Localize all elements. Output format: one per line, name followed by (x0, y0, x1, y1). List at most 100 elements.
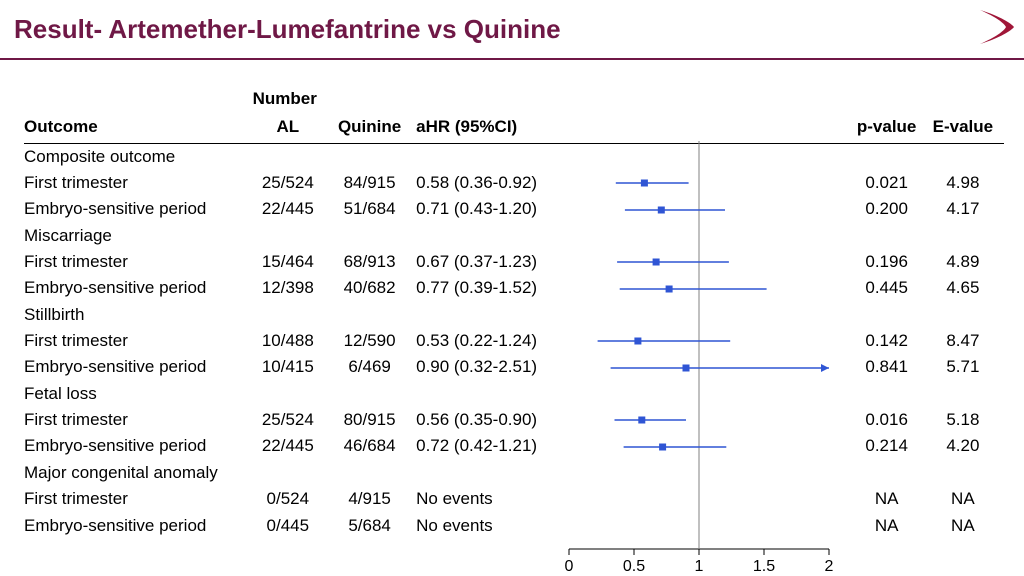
row-al: 25/524 (253, 170, 329, 196)
row-label: First trimester (24, 486, 253, 512)
svg-text:0: 0 (564, 558, 573, 575)
table-row: First trimester15/46468/9130.67 (0.37-1.… (24, 249, 1004, 275)
row-quinine: 51/684 (329, 196, 416, 222)
axis-row: 00.511.52AL is betterQuinine is better (24, 539, 1004, 576)
row-ahr: 0.53 (0.22-1.24) (416, 328, 568, 354)
row-evalue: 4.89 (928, 249, 1004, 275)
table-row: First trimester25/52484/9150.58 (0.36-0.… (24, 170, 1004, 196)
row-plot (569, 407, 852, 433)
row-label: Embryo-sensitive period (24, 196, 253, 222)
row-pvalue: NA (852, 486, 928, 512)
row-quinine: 40/682 (329, 275, 416, 301)
page-title: Result- Artemether-Lumefantrine vs Quini… (14, 14, 561, 45)
col-evalue: E-value (928, 114, 1004, 143)
header-row-super: Number (24, 86, 1004, 114)
table-row: First trimester10/48812/5900.53 (0.22-1.… (24, 328, 1004, 354)
table-row: Embryo-sensitive period12/39840/6820.77 … (24, 275, 1004, 301)
group-label: Major congenital anomaly (24, 460, 253, 486)
row-label: First trimester (24, 170, 253, 196)
group-row: Fetal loss (24, 381, 1004, 407)
svg-text:1: 1 (694, 558, 703, 575)
row-quinine: 80/915 (329, 407, 416, 433)
row-plot (569, 328, 852, 354)
row-label: Embryo-sensitive period (24, 354, 253, 380)
row-quinine: 12/590 (329, 328, 416, 354)
group-row: Stillbirth (24, 302, 1004, 328)
row-al: 0/524 (253, 486, 329, 512)
forest-axis: 00.511.52AL is betterQuinine is better (569, 541, 829, 576)
row-pvalue: 0.445 (852, 275, 928, 301)
table-row: Embryo-sensitive period0/4455/684No even… (24, 513, 1004, 539)
row-ahr: 0.58 (0.36-0.92) (416, 170, 568, 196)
row-plot (569, 354, 852, 380)
group-label: Composite outcome (24, 144, 253, 170)
row-ahr: No events (416, 486, 568, 512)
row-plot (569, 196, 852, 222)
svg-text:1.5: 1.5 (752, 558, 774, 575)
group-row: Miscarriage (24, 223, 1004, 249)
row-al: 10/488 (253, 328, 329, 354)
col-plot (569, 114, 852, 143)
svg-text:2: 2 (824, 558, 833, 575)
row-evalue: 4.98 (928, 170, 1004, 196)
row-pvalue: 0.841 (852, 354, 928, 380)
row-ahr: 0.67 (0.37-1.23) (416, 249, 568, 275)
row-al: 22/445 (253, 196, 329, 222)
row-evalue: 8.47 (928, 328, 1004, 354)
table-row: Embryo-sensitive period22/44551/6840.71 … (24, 196, 1004, 222)
row-ahr: 0.90 (0.32-2.51) (416, 354, 568, 380)
row-plot (569, 433, 852, 459)
header-row: Outcome AL Quinine aHR (95%CI) p-value E… (24, 114, 1004, 143)
row-evalue: 4.65 (928, 275, 1004, 301)
forest-table: Number Outcome AL Quinine aHR (95%CI) p-… (24, 86, 1004, 576)
row-evalue: 4.20 (928, 433, 1004, 459)
group-row: Major congenital anomaly (24, 460, 1004, 486)
row-evalue: 4.17 (928, 196, 1004, 222)
row-pvalue: 0.200 (852, 196, 928, 222)
forest-table-wrap: Number Outcome AL Quinine aHR (95%CI) p-… (24, 86, 1004, 576)
row-pvalue: 0.142 (852, 328, 928, 354)
row-ahr: 0.72 (0.42-1.21) (416, 433, 568, 459)
row-label: Embryo-sensitive period (24, 433, 253, 459)
row-pvalue: 0.214 (852, 433, 928, 459)
row-label: First trimester (24, 407, 253, 433)
col-al: AL (253, 114, 329, 143)
svg-text:0.5: 0.5 (622, 558, 644, 575)
col-number-super: Number (253, 86, 329, 114)
row-al: 22/445 (253, 433, 329, 459)
col-pvalue: p-value (852, 114, 928, 143)
row-label: Embryo-sensitive period (24, 275, 253, 301)
row-pvalue: 0.021 (852, 170, 928, 196)
row-al: 0/445 (253, 513, 329, 539)
row-label: Embryo-sensitive period (24, 513, 253, 539)
table-row: First trimester25/52480/9150.56 (0.35-0.… (24, 407, 1004, 433)
group-label: Stillbirth (24, 302, 253, 328)
row-al: 12/398 (253, 275, 329, 301)
row-evalue: 5.71 (928, 354, 1004, 380)
title-divider (0, 58, 1024, 60)
row-ahr: 0.77 (0.39-1.52) (416, 275, 568, 301)
row-quinine: 6/469 (329, 354, 416, 380)
row-plot (569, 513, 852, 539)
row-quinine: 4/915 (329, 486, 416, 512)
row-pvalue: NA (852, 513, 928, 539)
row-quinine: 68/913 (329, 249, 416, 275)
row-al: 25/524 (253, 407, 329, 433)
row-plot (569, 275, 852, 301)
row-evalue: 5.18 (928, 407, 1004, 433)
table-row: Embryo-sensitive period10/4156/4690.90 (… (24, 354, 1004, 380)
row-label: First trimester (24, 328, 253, 354)
row-pvalue: 0.016 (852, 407, 928, 433)
col-ahr: aHR (95%CI) (416, 114, 568, 143)
row-ahr: No events (416, 513, 568, 539)
row-al: 15/464 (253, 249, 329, 275)
row-pvalue: 0.196 (852, 249, 928, 275)
col-quinine: Quinine (329, 114, 416, 143)
row-ahr: 0.71 (0.43-1.20) (416, 196, 568, 222)
row-ahr: 0.56 (0.35-0.90) (416, 407, 568, 433)
row-evalue: NA (928, 513, 1004, 539)
brand-logo-icon (970, 4, 1016, 50)
group-label: Fetal loss (24, 381, 253, 407)
row-quinine: 46/684 (329, 433, 416, 459)
row-al: 10/415 (253, 354, 329, 380)
